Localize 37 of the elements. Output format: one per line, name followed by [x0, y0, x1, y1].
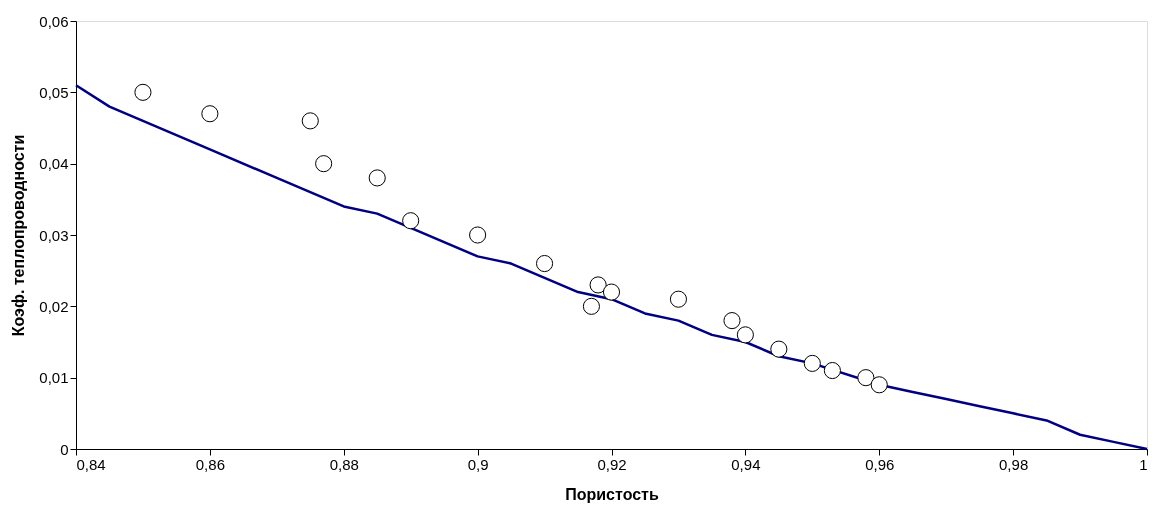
point — [469, 226, 487, 244]
x-tick-label: 0,92 — [597, 455, 627, 473]
y-tick-label: 0,06 — [39, 12, 69, 30]
y-tick-label: 0,02 — [39, 297, 69, 315]
x-tick-label: 0,94 — [731, 455, 761, 473]
y-tick-label: 0,03 — [39, 226, 69, 244]
point — [315, 155, 333, 173]
point — [736, 326, 754, 344]
x-tick-label: 0,9 — [467, 455, 489, 473]
point — [582, 297, 600, 315]
x-tick-label: 0,98 — [999, 455, 1029, 473]
x-tick-label: 1 — [1139, 455, 1148, 473]
point — [402, 212, 420, 230]
point — [589, 276, 607, 294]
point — [857, 369, 875, 387]
x-tick-label: 0,96 — [865, 455, 895, 473]
x-tick-label: 0,86 — [195, 455, 225, 473]
point — [803, 354, 821, 372]
point — [723, 312, 741, 330]
y-tick-label: 0,05 — [39, 83, 69, 101]
x-tick-label: 0,88 — [329, 455, 359, 473]
point — [770, 340, 788, 358]
point — [669, 290, 687, 308]
y-tick-label: 0,04 — [39, 155, 69, 173]
y-axis-title: Коэф. теплопроводности — [10, 134, 28, 337]
x-tick-label: 0,84 — [76, 455, 106, 473]
point — [134, 83, 152, 101]
point — [536, 254, 554, 273]
x-axis-title: Пористость — [565, 485, 659, 503]
point — [870, 376, 888, 394]
point — [823, 361, 841, 380]
point — [201, 105, 219, 123]
point — [602, 283, 621, 301]
y-tick-label: 0 — [60, 440, 69, 458]
point — [368, 169, 386, 187]
y-tick-label: 0,01 — [39, 369, 69, 387]
point — [301, 112, 319, 130]
